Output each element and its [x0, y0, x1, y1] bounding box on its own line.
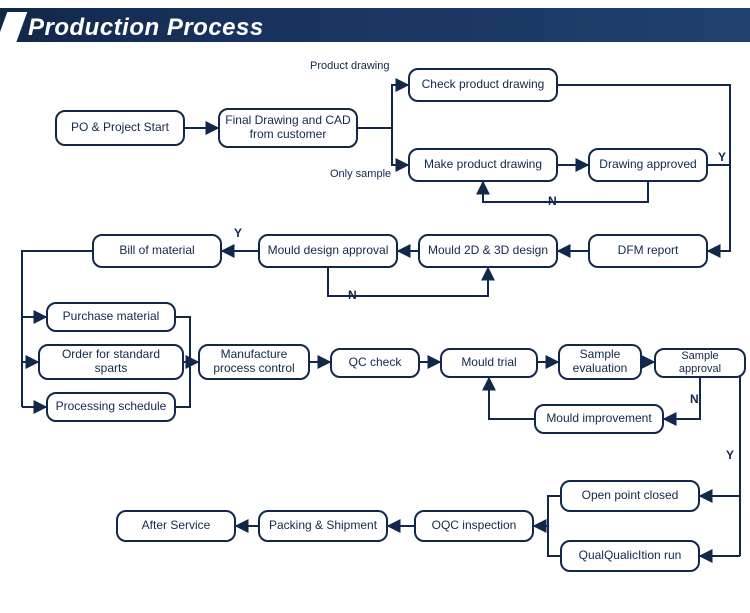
- node-label: Make product drawing: [424, 158, 542, 172]
- node-label: Open point closed: [582, 489, 679, 503]
- node-qc-check: QC check: [330, 348, 420, 378]
- node-final-drawing: Final Drawing and CAD from customer: [218, 108, 358, 148]
- node-label: Purchase material: [63, 310, 160, 324]
- node-label: DFM report: [618, 244, 679, 258]
- node-dfm-report: DFM report: [588, 234, 708, 268]
- node-label: Packing & Shipment: [269, 519, 377, 533]
- node-label: After Service: [142, 519, 211, 533]
- node-label: Processing schedule: [56, 400, 167, 414]
- node-check-drawing: Check product drawing: [408, 68, 558, 102]
- node-label: Sample approval: [660, 350, 740, 375]
- node-label: Mould 2D & 3D design: [428, 244, 548, 258]
- node-label: QC check: [349, 356, 402, 370]
- edge-label-product-drawing: Product drawing: [310, 60, 390, 72]
- node-mould-improve: Mould improvement: [534, 404, 664, 434]
- node-po-start: PO & Project Start: [55, 110, 185, 146]
- node-label: QualQualicItion run: [579, 549, 682, 563]
- node-proc-schedule: Processing schedule: [46, 392, 176, 422]
- node-label: Sample evaluation: [564, 348, 636, 376]
- edge-label-n1: N: [548, 194, 557, 208]
- node-make-drawing: Make product drawing: [408, 148, 558, 182]
- node-label: Bill of material: [119, 244, 194, 258]
- node-label: Drawing approved: [599, 158, 696, 172]
- title-bar: Production Process: [0, 8, 750, 42]
- node-qual-run: QualQualicItion run: [560, 540, 700, 572]
- node-after-service: After Service: [116, 510, 236, 542]
- edge-label-only-sample: Only sample: [330, 168, 391, 180]
- node-mould-approval: Mould design approval: [258, 234, 398, 268]
- node-oqc: OQC inspection: [414, 510, 534, 542]
- page-title: Production Process: [28, 14, 264, 42]
- node-label: Mould trial: [461, 356, 516, 370]
- node-open-point: Open point closed: [560, 480, 700, 512]
- node-label: Order for standard sparts: [44, 348, 178, 376]
- node-label: PO & Project Start: [71, 121, 169, 135]
- node-label: Mould design approval: [268, 244, 389, 258]
- edge-label-n2: N: [348, 288, 357, 302]
- node-mould-trial: Mould trial: [440, 348, 538, 378]
- node-label: Final Drawing and CAD from customer: [224, 114, 352, 142]
- node-packing: Packing & Shipment: [258, 510, 388, 542]
- node-label: Manufacture process control: [204, 348, 304, 376]
- node-label: OQC inspection: [432, 519, 517, 533]
- node-order-standard: Order for standard sparts: [38, 344, 184, 380]
- edge-label-y2: Y: [234, 226, 242, 240]
- node-mfg-control: Manufacture process control: [198, 344, 310, 380]
- node-label: Mould improvement: [546, 412, 651, 426]
- title-slash-decoration: [0, 12, 27, 52]
- node-label: Check product drawing: [422, 78, 545, 92]
- node-sample-eval: Sample evaluation: [558, 344, 642, 380]
- node-drawing-approved: Drawing approved: [588, 148, 708, 182]
- node-mould-design: Mould 2D & 3D design: [418, 234, 558, 268]
- edge-label-y3: Y: [726, 448, 734, 462]
- node-bom: Bill of material: [92, 234, 222, 268]
- canvas: { "meta": { "type": "flowchart", "canvas…: [0, 0, 750, 613]
- node-purchase: Purchase material: [46, 302, 176, 332]
- edge-label-y1: Y: [718, 150, 726, 164]
- node-sample-approval: Sample approval: [654, 348, 746, 378]
- edge-label-n3: N: [690, 392, 699, 406]
